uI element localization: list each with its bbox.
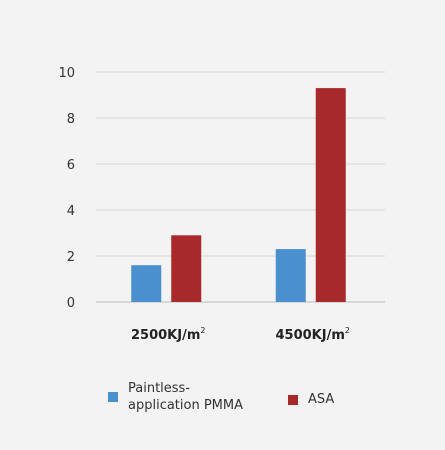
- y-tick-label: 10: [58, 66, 75, 81]
- bar-asa-1: [315, 88, 346, 302]
- legend: Paintless- application PMMA ASA: [108, 380, 408, 430]
- bar-pmma-1: [275, 249, 306, 302]
- legend-swatch-pmma: [108, 392, 118, 402]
- legend-item-pmma: Paintless- application PMMA: [108, 380, 258, 414]
- legend-label-line: application PMMA: [128, 398, 244, 413]
- y-axis-tick-labels: 0 2 4 6 8 10: [58, 66, 75, 311]
- bar-pmma-0: [131, 265, 162, 302]
- x-category-label: 4500KJ/m2: [276, 326, 350, 343]
- legend-swatch-asa: [288, 394, 298, 405]
- y-tick-label: 6: [67, 158, 75, 173]
- y-tick-label: 0: [67, 296, 75, 311]
- legend-label-line: Paintless-: [128, 381, 191, 396]
- legend-label-asa: ASA: [308, 392, 335, 407]
- y-tick-label: 8: [67, 112, 75, 127]
- x-axis-category-labels: 2500KJ/m2 4500KJ/m2: [131, 326, 350, 343]
- legend-item-asa: ASA: [288, 391, 334, 408]
- bars: [131, 88, 346, 302]
- legend-label-pmma: Paintless- application PMMA: [128, 380, 258, 414]
- y-tick-label: 4: [67, 204, 75, 219]
- bar-asa-0: [171, 235, 202, 302]
- y-tick-label: 2: [67, 250, 75, 265]
- x-category-label: 2500KJ/m2: [131, 326, 205, 343]
